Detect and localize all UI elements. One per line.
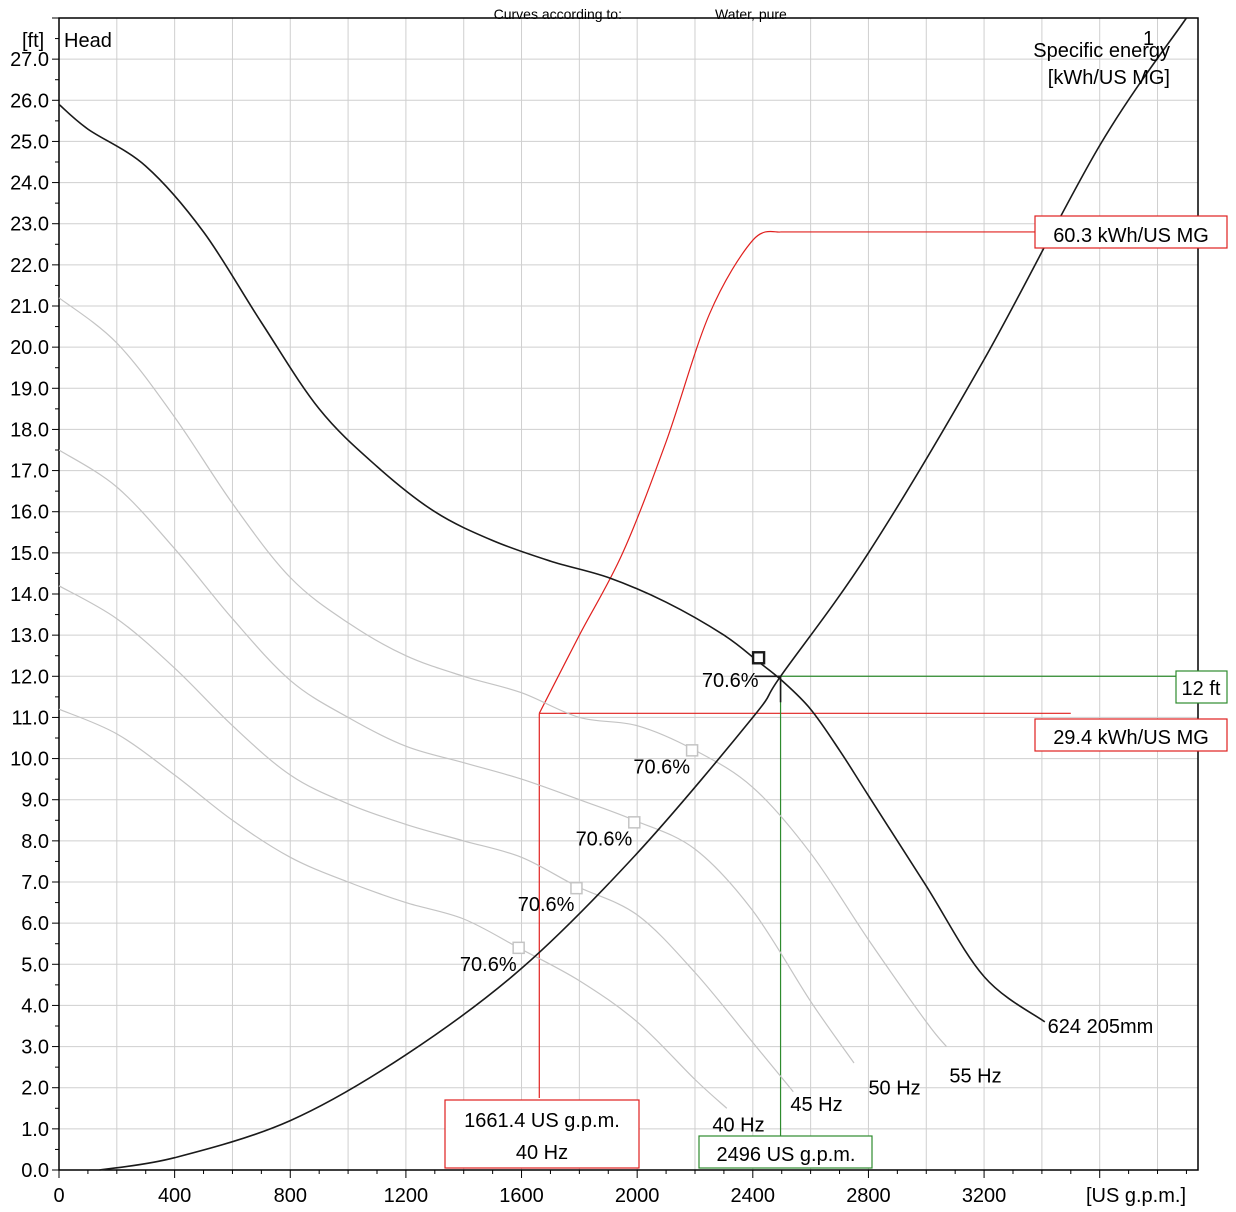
energy-high-value: 60.3 kWh/US MG [1053,225,1209,247]
efficiency-point-marker [685,744,699,757]
grid [58,17,1199,1171]
axis-ticks: 0 400 800 1200 1600 2000 2400 2800 3200 0.0 1.0 2.0… [10,17,1187,1207]
x-tick-label: 2000 [615,1185,660,1207]
head-value-box [1175,670,1228,704]
annotations: 70.6% 70.6% 70.6% 70.6% 70.6% 624 205mm 55 Hz 5… [444,215,1228,1169]
y-tick-label: 4.0 [21,995,49,1017]
y-tick-label: 14.0 [10,584,49,606]
efficiency-label: 70.6% [460,954,517,976]
flow-low-box [444,1099,640,1169]
curve-system-curve [99,17,1188,1171]
x-tick-label: 0 [53,1185,64,1207]
curve-40-hz [58,708,728,1109]
efficiency-point-marker [570,881,583,895]
curve-624-205mm [58,103,1046,1023]
curve-label: 624 205mm [1048,1016,1154,1038]
y-axis-label: Head [64,30,112,52]
curve-55-hz [58,297,947,1047]
y-tick-label: 18.0 [10,419,49,441]
flow-duty-value: 2496 US g.p.m. [717,1144,856,1166]
curve-label: 45 Hz [790,1094,842,1116]
y-tick-label: 20.0 [10,337,49,359]
y-tick-label: 24.0 [10,173,49,195]
curve-label: 55 Hz [949,1065,1001,1087]
y-tick-label: 26.0 [10,90,49,112]
y-tick-label: 13.0 [10,625,49,647]
flow-duty-box [698,1135,873,1169]
flow-low-value: 1661.4 US g.p.m. [464,1110,620,1132]
flow-low-hz: 40 Hz [516,1142,568,1164]
efficiency-label: 70.6% [518,894,575,916]
y-tick-label: 25.0 [10,131,49,153]
curve-number: 1 [1143,28,1154,50]
y-tick-label: 12.0 [10,666,49,688]
y-tick-label: 3.0 [21,1037,49,1059]
x-tick-label: 2400 [731,1185,776,1207]
specific-energy-label: Specific energy [1033,40,1170,62]
curve-label: 50 Hz [868,1078,920,1100]
y-tick-label: 19.0 [10,378,49,400]
head-value: 12 ft [1182,678,1221,700]
y-tick-label: 5.0 [21,954,49,976]
chart-header-fluid: Water, pure [715,6,787,22]
x-tick-label: 400 [158,1185,191,1207]
efficiency-point-marker [512,941,525,955]
curve-label: 40 Hz [712,1115,764,1137]
y-tick-label: 10.0 [10,749,49,771]
y-tick-label: 1.0 [21,1119,49,1141]
curve-50-hz [58,449,855,1064]
efficiency-point-marker [628,816,641,829]
y-tick-label: 22.0 [10,255,49,277]
y-tick-label: 23.0 [10,214,49,236]
efficiency-point-marker [751,651,766,665]
specific-energy-curve [538,230,781,714]
y-tick-label: 11.0 [12,707,49,729]
x-tick-label: 2800 [846,1185,891,1207]
y-tick-label: 8.0 [21,831,49,853]
energy-low-box [1034,718,1228,752]
y-tick-label: 9.0 [21,790,49,812]
y-tick-label: 6.0 [21,913,49,935]
curves [58,17,1188,1171]
y-tick-label: 7.0 [21,872,49,894]
chart-header-title: Curves according to: [494,6,622,22]
x-tick-label: 1600 [499,1185,544,1207]
energy-low-value: 29.4 kWh/US MG [1053,727,1209,749]
x-tick-label: 3200 [962,1185,1007,1207]
y-axis-unit: [ft] [22,30,44,52]
y-tick-label: 17.0 [10,461,49,483]
specific-energy-unit: [kWh/US MG] [1048,67,1170,89]
efficiency-label: 70.6% [576,828,633,850]
y-tick-label: 0.0 [21,1160,49,1182]
efficiency-label: 70.6% [633,756,690,778]
x-axis-label: [US g.p.m.] [1086,1185,1186,1207]
y-tick-label: 27.0 [10,49,49,71]
curve-45-hz [58,585,794,1093]
x-tick-label: 800 [274,1185,307,1207]
y-tick-label: 16.0 [10,502,49,524]
y-tick-label: 15.0 [10,543,49,565]
efficiency-label: 70.6% [702,670,759,692]
y-tick-label: 2.0 [21,1078,49,1100]
energy-high-box [1034,215,1228,249]
y-tick-label: 21.0 [10,296,49,318]
x-tick-label: 1200 [384,1185,429,1207]
